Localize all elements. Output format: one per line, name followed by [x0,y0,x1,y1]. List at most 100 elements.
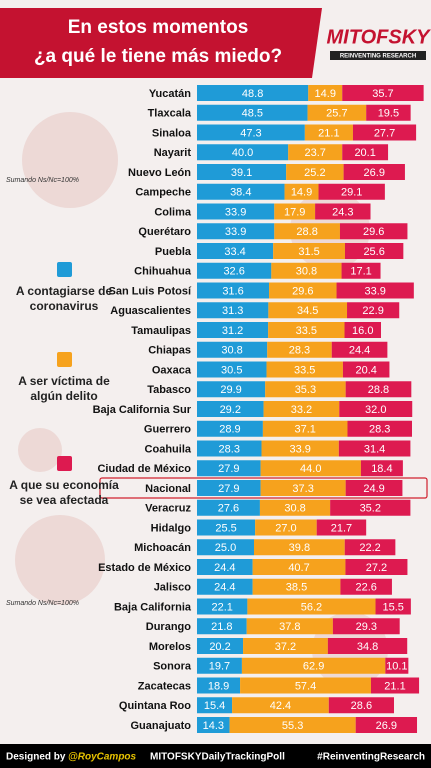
bar-segment [345,480,403,496]
note: Sumando Ns/Nc=100% [6,600,79,607]
bar-segment [197,499,260,516]
bar-segment [197,657,242,674]
bar-segment [330,499,411,516]
bar-segment [268,302,348,319]
category-label: Durango [146,621,192,633]
value-label: 29.3 [356,621,377,633]
value-label: 29.6 [292,285,313,297]
category-label: Quintana Roo [119,700,191,712]
value-label: 33.2 [291,404,312,416]
value-label: 24.3 [332,206,353,218]
value-label: 17.9 [284,206,305,218]
value-label: 42.4 [270,700,291,712]
value-label: 37.3 [292,483,313,495]
category-label: Baja California [114,601,192,613]
value-label: 39.1 [231,167,252,179]
title-line: ¿a qué le tiene más miedo? [34,46,282,67]
legend-item: A ser víctima de algún delito [4,352,124,404]
value-label: 19.7 [209,661,230,673]
value-label: 30.8 [221,345,242,357]
category-label: Estado de México [98,562,191,574]
bar-segment [318,183,385,200]
category-label: Sonora [153,661,192,673]
category-label: Hidalgo [151,522,192,534]
category-label: Nacional [145,483,191,495]
bar-segment [304,124,353,141]
bar-segment [197,144,289,161]
bar-segment [197,243,274,259]
legend-swatch [56,456,72,471]
bar-segment [197,322,269,338]
bar-segment [308,85,343,101]
category-label: Tabasco [147,384,191,396]
value-label: 27.0 [275,522,296,534]
bar-segment [197,164,287,180]
value-label: 26.9 [364,167,385,179]
bar-segment [197,559,253,575]
category-label: Guerrero [144,424,191,436]
value-label: 30.8 [296,266,317,278]
logo-tagline: REINVENTING RESEARCH [340,54,416,60]
value-label: 44.0 [300,463,321,475]
category-label: Yucatán [149,88,191,100]
bar-segment [197,282,270,299]
value-label: 27.9 [218,483,239,495]
bar-segment [197,420,263,437]
bar-segment [344,243,404,259]
value-label: 37.8 [279,621,300,633]
value-label: 33.9 [225,226,246,238]
value-label: 20.1 [354,147,375,159]
bar-segment [197,618,247,635]
bar-segment [344,539,396,556]
bar-segment [197,302,269,319]
bar-segment [339,401,413,417]
value-label: 14.9 [291,187,312,199]
value-label: 37.1 [294,424,315,436]
value-label: 48.5 [242,108,263,120]
value-label: 25.5 [215,522,236,534]
bar-segment [385,657,409,674]
value-label: 29.2 [220,404,241,416]
bar-segment [274,203,316,220]
bar-segment [345,559,408,575]
value-label: 10.1 [386,661,407,673]
value-label: 26.9 [376,720,397,732]
bar-segment [229,717,356,733]
bar-segment [271,262,342,279]
bar-segment [331,341,388,358]
value-label: 40.0 [232,147,253,159]
value-label: 14.9 [315,88,336,100]
value-label: 24.4 [214,562,235,574]
value-label: 23.7 [305,147,326,159]
bar-segment [274,223,340,240]
bar-segment [338,440,411,457]
category-label: Ciudad de México [97,463,191,475]
bar-segment [345,381,412,398]
legend-label: A contagiarse de coronavirus [15,284,113,313]
value-label: 21.1 [318,127,339,139]
bar-segment [232,697,329,714]
category-label: Campeche [135,187,191,199]
header-band [0,8,322,78]
value-label: 62.9 [303,661,324,673]
bar-segment [273,243,345,259]
value-label: 31.3 [222,305,243,317]
bar-segment [197,341,268,358]
value-label: 56.2 [301,601,322,613]
bar-segment [347,420,413,437]
value-label: 33.9 [225,206,246,218]
bar-segment [360,460,403,477]
bar-segment [347,302,400,319]
value-label: 22.2 [359,542,380,554]
bar-segment [267,341,332,358]
bar-segment [375,598,411,615]
bar-segment [288,144,343,161]
value-label: 24.4 [214,582,235,594]
bar-segment [342,361,390,378]
legend-item: A contagiarse de coronavirus [4,262,124,314]
category-label: Jalisco [154,582,192,594]
value-label: 37.2 [275,641,296,653]
value-label: 32.6 [223,266,244,278]
bar-segment [197,519,256,536]
